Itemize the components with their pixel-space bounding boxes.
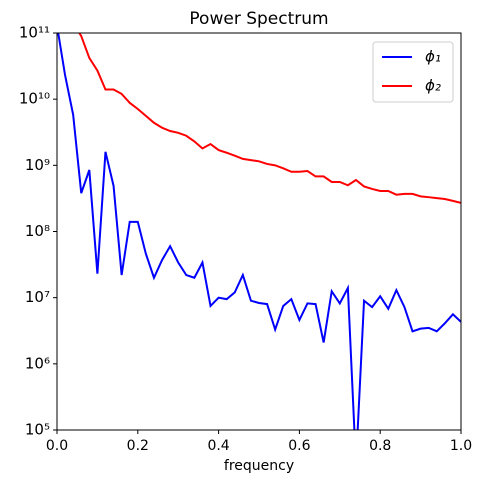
legend-label: ϕ₁ xyxy=(425,48,441,66)
plot-area xyxy=(57,33,461,430)
x-tick-label: 0.2 xyxy=(127,438,149,454)
series-line xyxy=(78,33,461,204)
x-tick-label: 0.0 xyxy=(46,438,68,454)
legend-box xyxy=(372,41,454,103)
y-tick-label: 10¹⁰ xyxy=(19,90,50,108)
y-tick-label: 10⁹ xyxy=(25,156,50,174)
y-tick-label: 10⁵ xyxy=(25,421,50,439)
x-tick-label: 0.8 xyxy=(369,438,391,454)
y-tick-label: 10⁸ xyxy=(25,222,50,240)
chart-title: Power Spectrum xyxy=(189,9,328,29)
series-line xyxy=(57,33,461,430)
legend-label: ϕ₂ xyxy=(425,77,441,95)
y-tick-label: 10⁷ xyxy=(25,288,50,306)
x-axis-label: frequency xyxy=(224,458,294,474)
x-tick-label: 0.4 xyxy=(207,438,229,454)
x-tick-label: 1.0 xyxy=(450,438,472,454)
y-tick-label: 10⁶ xyxy=(25,354,50,372)
y-tick-label: 10¹¹ xyxy=(19,24,50,42)
x-tick-label: 0.6 xyxy=(288,438,310,454)
